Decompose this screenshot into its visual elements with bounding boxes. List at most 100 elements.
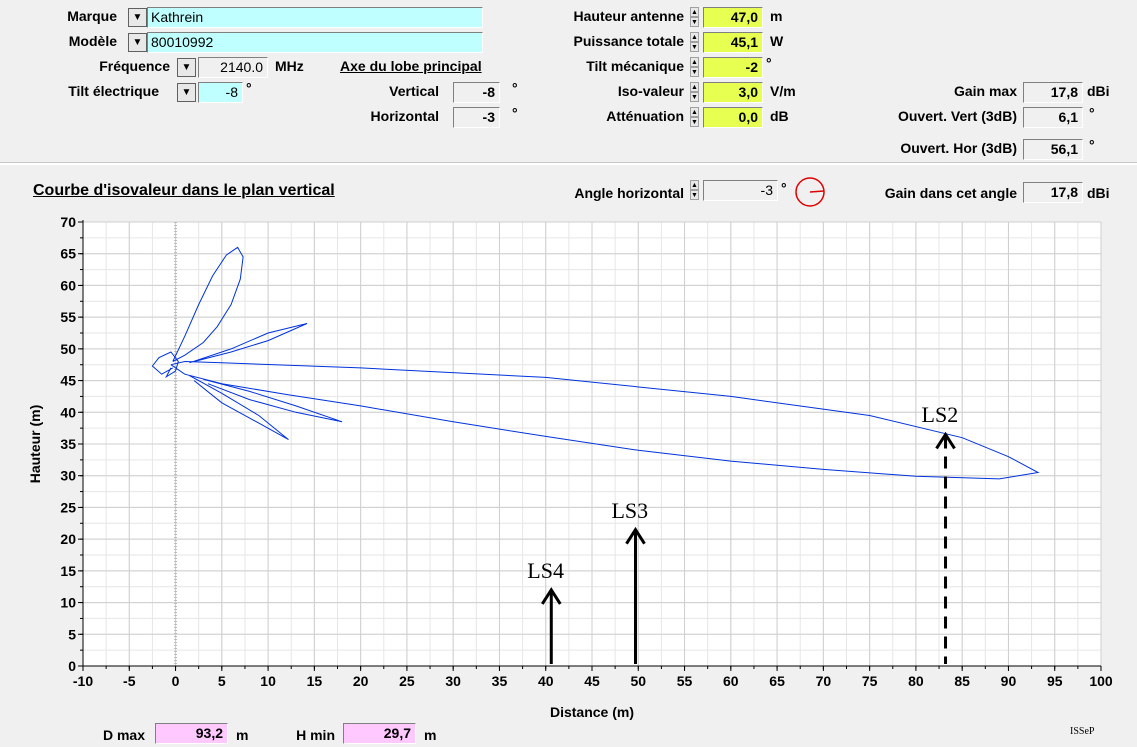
tilt-electrique-unit: ° — [246, 80, 252, 96]
frequence-dropdown-button[interactable]: ▼ — [177, 58, 196, 77]
x-tick-label: 90 — [1001, 673, 1017, 689]
puissance-totale-label: Puissance totale — [573, 33, 685, 49]
x-tick-label: 60 — [723, 673, 739, 689]
y-tick-label: 30 — [60, 468, 76, 484]
x-tick-label: 20 — [353, 673, 369, 689]
triangle-down-icon: ▼ — [181, 62, 192, 73]
y-tick-label: 40 — [60, 404, 76, 420]
ouvert-vert-label: Ouvert. Vert (3dB) — [897, 108, 1017, 124]
gain-angle-field: 17,8 — [1023, 182, 1083, 203]
dmax-label: D max — [102, 727, 145, 743]
tilt-mecanique-field[interactable]: -2 — [703, 57, 763, 78]
x-tick-label: 30 — [445, 673, 461, 689]
puissance-totale-field[interactable]: 45,1 — [703, 32, 763, 53]
tilt-mecanique-label: Tilt mécanique — [586, 58, 684, 74]
ouvert-hor-label: Ouvert. Hor (3dB) — [900, 140, 1017, 156]
annotations-group — [541, 431, 956, 664]
attenuation-spinner[interactable]: ▲ ▼ — [690, 107, 699, 127]
x-tick-label: -10 — [73, 673, 93, 689]
hmin-label: H min — [296, 727, 335, 743]
y-tick-label: 25 — [60, 499, 76, 515]
y-tick-label: 15 — [60, 563, 76, 579]
updown-arrows-icon: ▲ — [690, 107, 699, 117]
series-line-5 — [151, 351, 179, 379]
modele-dropdown-button[interactable]: ▼ — [128, 33, 147, 52]
tilt-mecanique-spinner[interactable]: ▲ ▼ — [690, 57, 699, 77]
frequence-label: Fréquence — [99, 58, 170, 74]
x-tick-label: -5 — [123, 673, 136, 689]
dmax-unit: m — [236, 727, 249, 743]
dmax-field: 93,2 — [155, 723, 228, 744]
ouvert-hor-unit: ° — [1089, 137, 1095, 153]
axe-horizontal-unit: ° — [512, 105, 518, 121]
angle-horizontal-spinner[interactable]: ▲ ▼ — [690, 180, 699, 200]
y-tick-label: 10 — [60, 595, 76, 611]
x-tick-label: 80 — [908, 673, 924, 689]
hauteur-antenne-unit: m — [770, 8, 783, 24]
x-axis-label: Distance (m) — [550, 704, 634, 720]
updown-arrows-icon: ▲ — [690, 7, 699, 17]
tilt-electrique-label: Tilt électrique — [68, 83, 159, 99]
tilt-electrique-field[interactable]: -8 — [198, 82, 243, 103]
x-tick-label: 0 — [172, 673, 180, 689]
x-tick-label: 100 — [1089, 673, 1113, 689]
modele-field[interactable]: 80010992 — [147, 32, 483, 53]
plot-area — [83, 222, 1101, 666]
y-axis-label: Hauteur (m) — [27, 405, 43, 484]
x-axis: -10 -5 0 5 10 15 20 25 30 35 40 45 50 55 60 65 70 75 80 85 9… — [73, 665, 1113, 689]
annotation-label-ls2: LS2 — [921, 402, 959, 428]
arrow-head-icon — [541, 587, 562, 605]
hauteur-antenne-field[interactable]: 47,0 — [703, 7, 763, 28]
hmin-unit: m — [424, 727, 437, 743]
axe-horizontal-field: -3 — [453, 107, 500, 128]
triangle-down-icon: ▼ — [132, 37, 143, 48]
attenuation-unit: dB — [770, 108, 789, 124]
attenuation-label: Atténuation — [606, 108, 684, 124]
updown-arrows-icon: ▲ — [690, 32, 699, 42]
iso-valeur-label: Iso-valeur — [617, 83, 684, 99]
marque-label: Marque — [67, 8, 117, 24]
gain-angle-unit: dBi — [1087, 185, 1110, 201]
iso-valeur-spinner[interactable]: ▲ ▼ — [690, 82, 699, 102]
hauteur-antenne-spinner[interactable]: ▲ ▼ — [690, 7, 699, 27]
marque-field[interactable]: Kathrein — [147, 7, 483, 28]
x-tick-label: 55 — [677, 673, 693, 689]
x-tick-label: 45 — [584, 673, 600, 689]
axe-horizontal-label: Horizontal — [370, 108, 439, 124]
frequence-field[interactable]: 2140.0 — [198, 57, 268, 78]
marque-dropdown-button[interactable]: ▼ — [128, 8, 147, 27]
y-tick-label: 20 — [60, 531, 76, 547]
puissance-totale-spinner[interactable]: ▲ ▼ — [690, 32, 699, 52]
x-tick-label: 75 — [862, 673, 878, 689]
y-tick-label: 65 — [60, 246, 76, 262]
attenuation-field[interactable]: 0,0 — [703, 107, 763, 128]
triangle-down-icon: ▼ — [132, 12, 143, 23]
gain-max-label: Gain max — [953, 83, 1017, 99]
y-axis: 0 5 10 15 20 25 30 35 40 45 50 55 60 65 70 — [60, 214, 84, 674]
ouvert-hor-field: 56,1 — [1023, 139, 1083, 160]
annotation-label-ls4: LS4 — [527, 557, 564, 583]
angle-horizontal-unit: ° — [781, 180, 787, 196]
arrow-head-icon — [625, 526, 646, 545]
x-tick-label: 85 — [954, 673, 970, 689]
series-line-2 — [189, 323, 308, 364]
y-tick-label: 50 — [60, 341, 76, 357]
x-tick-label: 5 — [218, 673, 226, 689]
x-tick-label: 25 — [399, 673, 415, 689]
tilt-electrique-dropdown-button[interactable]: ▼ — [177, 83, 196, 102]
updown-arrows-icon: ▲ — [690, 82, 699, 92]
y-tick-label: 5 — [68, 626, 76, 642]
axe-vertical-field: -8 — [453, 82, 500, 103]
y-tick-label: 0 — [68, 658, 76, 674]
x-tick-label: 70 — [816, 673, 832, 689]
updown-arrows-icon: ▲ — [690, 180, 699, 190]
iso-valeur-field[interactable]: 3,0 — [703, 82, 763, 103]
x-tick-label: 95 — [1047, 673, 1063, 689]
series-line-4 — [203, 378, 343, 423]
arrow-head-icon — [935, 431, 956, 450]
series-line-1 — [172, 246, 244, 362]
updown-arrows-icon: ▲ — [690, 57, 699, 67]
angle-horizontal-field[interactable]: -3 — [703, 180, 778, 201]
series-group — [151, 246, 1040, 480]
y-tick-label: 70 — [60, 214, 76, 230]
